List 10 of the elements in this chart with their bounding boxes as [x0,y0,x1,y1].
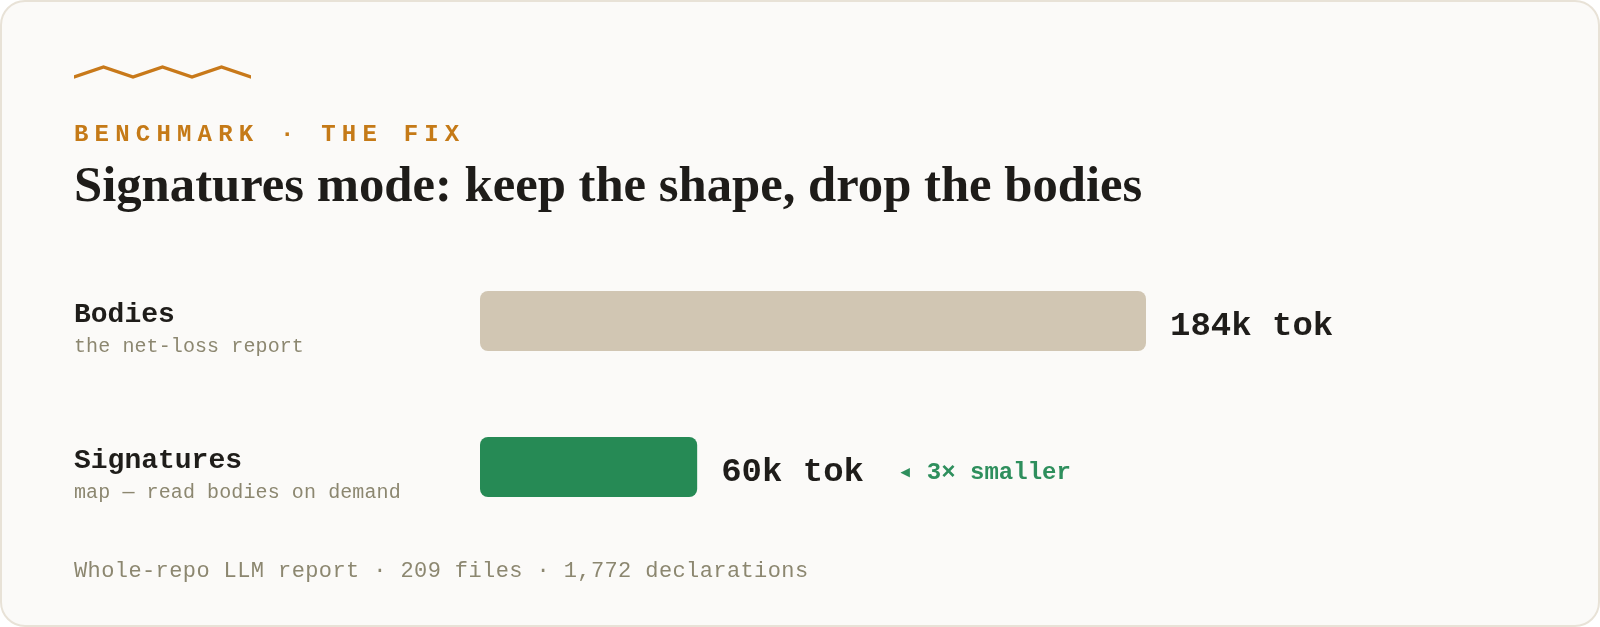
text: the net-loss report [74,335,304,358]
text: BENCHMARK · THE FIX [74,121,466,148]
text: map — read bodies on demand [74,481,401,504]
data-label: 60k tok [721,453,864,491]
y-tick-label: Signatures [74,445,243,476]
annotation: ◂ 3× smaller [897,459,1071,486]
y-tick-label: Bodies [74,299,175,330]
chart-title: Signatures mode: keep the shape, drop the bodies [74,156,1143,212]
text: Whole-repo LLM report · 209 files · 1,772 declarations [74,559,809,584]
data-label: 184k tok [1170,307,1334,345]
